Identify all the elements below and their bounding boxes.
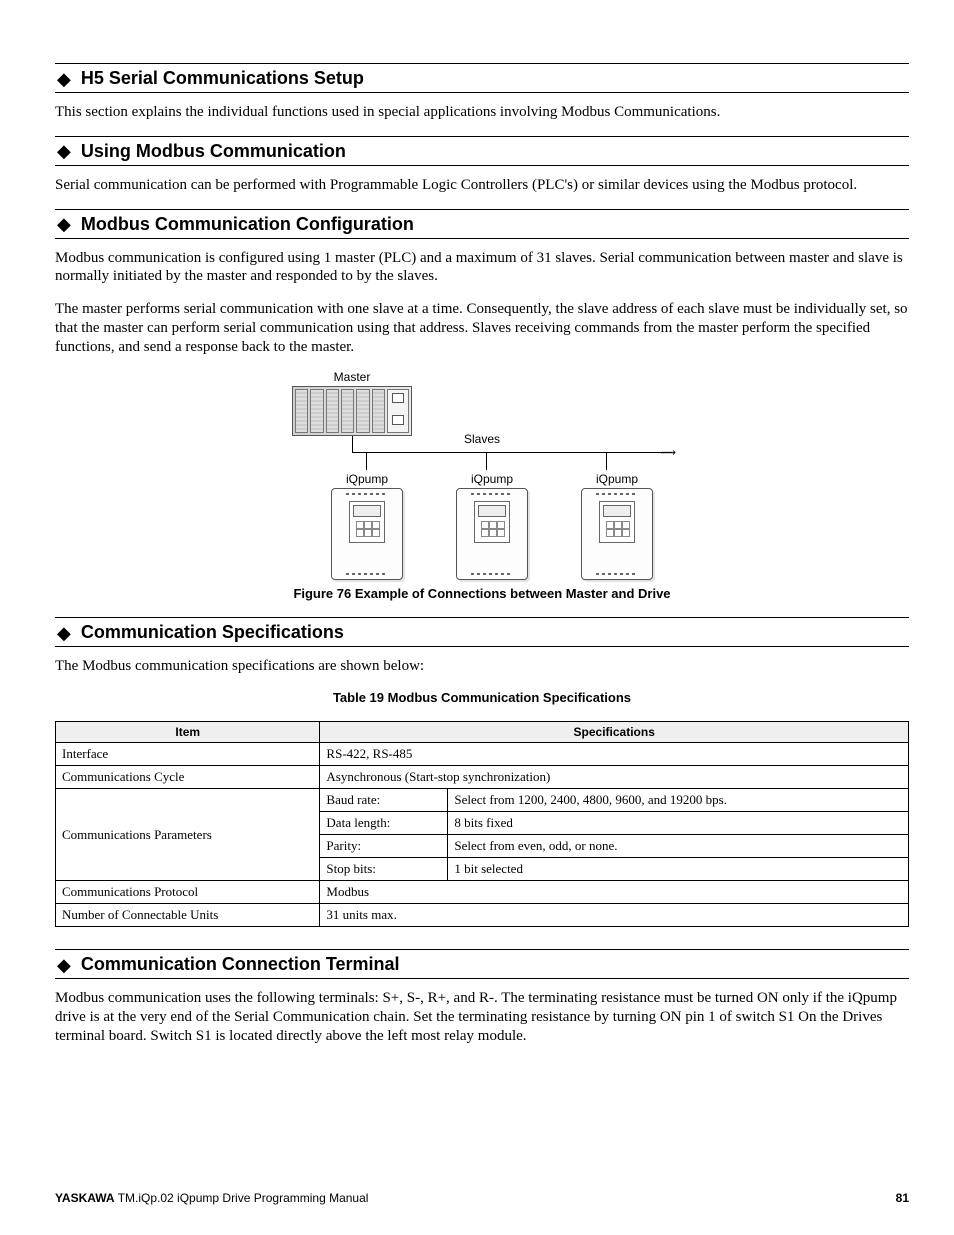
cell-spec: RS-422, RS-485: [320, 743, 909, 766]
col-spec: Specifications: [320, 722, 909, 743]
diamond-icon: ◆: [57, 624, 71, 642]
section-heading: ◆ H5 Serial Communications Setup: [55, 66, 909, 93]
cell-param-val: Select from even, odd, or none.: [448, 835, 909, 858]
master-row: Master: [292, 370, 672, 436]
slave-label: iQpump: [447, 472, 537, 486]
table-header-row: Item Specifications: [56, 722, 909, 743]
diamond-icon: ◆: [57, 215, 71, 233]
table-row: Interface RS-422, RS-485: [56, 743, 909, 766]
drive-icon: [581, 488, 653, 580]
figure-caption: Figure 76 Example of Connections between…: [55, 586, 909, 601]
section-title: H5 Serial Communications Setup: [81, 68, 364, 89]
section-title: Using Modbus Communication: [81, 141, 346, 162]
section-using-modbus: ◆ Using Modbus Communication Serial comm…: [55, 136, 909, 195]
diamond-icon: ◆: [57, 70, 71, 88]
cell-param-val: Select from 1200, 2400, 4800, 9600, and …: [448, 789, 909, 812]
paragraph: Modbus communication uses the following …: [55, 989, 909, 1045]
cell-item: Number of Connectable Units: [56, 904, 320, 927]
section-heading: ◆ Using Modbus Communication: [55, 139, 909, 166]
drive-icon: [456, 488, 528, 580]
section-title: Communication Specifications: [81, 622, 344, 643]
table-row: Communications Parameters Baud rate: Sel…: [56, 789, 909, 812]
diamond-icon: ◆: [57, 142, 71, 160]
section-title: Modbus Communication Configuration: [81, 214, 414, 235]
section-comm-terminal: ◆ Communication Connection Terminal Modb…: [55, 949, 909, 1045]
section-rule: [55, 949, 909, 950]
cell-param-key: Parity:: [320, 835, 448, 858]
page-footer: YASKAWA TM.iQp.02 iQpump Drive Programmi…: [55, 1191, 909, 1205]
section-heading: ◆ Modbus Communication Configuration: [55, 212, 909, 239]
footer-left: YASKAWA TM.iQp.02 iQpump Drive Programmi…: [55, 1191, 368, 1205]
footer-brand: YASKAWA: [55, 1191, 115, 1205]
bus-continuation-icon: ⟿: [660, 446, 676, 459]
paragraph: The Modbus communication specifications …: [55, 657, 909, 676]
section-heading: ◆ Communication Connection Terminal: [55, 952, 909, 979]
slave-label: iQpump: [572, 472, 662, 486]
slave-unit: iQpump: [447, 472, 537, 580]
slave-unit: iQpump: [572, 472, 662, 580]
cell-spec: Asynchronous (Start-stop synchronization…: [320, 766, 909, 789]
cell-spec: Modbus: [320, 881, 909, 904]
cell-param-val: 1 bit selected: [448, 858, 909, 881]
plc-master-icon: [292, 386, 412, 436]
paragraph: Serial communication can be performed wi…: [55, 176, 909, 195]
section-h5-serial-setup: ◆ H5 Serial Communications Setup This se…: [55, 63, 909, 122]
cell-param-key: Data length:: [320, 812, 448, 835]
section-modbus-config: ◆ Modbus Communication Configuration Mod…: [55, 209, 909, 602]
table-caption: Table 19 Modbus Communication Specificat…: [55, 690, 909, 705]
section-rule: [55, 209, 909, 210]
slaves-label: Slaves: [292, 432, 672, 446]
paragraph: The master performs serial communication…: [55, 300, 909, 356]
cell-item: Communications Parameters: [56, 789, 320, 881]
bus-line: Slaves ⟿: [292, 436, 672, 472]
section-heading: ◆ Communication Specifications: [55, 620, 909, 647]
section-rule: [55, 136, 909, 137]
section-rule: [55, 617, 909, 618]
page: ◆ H5 Serial Communications Setup This se…: [0, 0, 954, 1235]
cell-param-key: Stop bits:: [320, 858, 448, 881]
section-rule: [55, 63, 909, 64]
cell-item: Communications Cycle: [56, 766, 320, 789]
section-title: Communication Connection Terminal: [81, 954, 400, 975]
table-row: Number of Connectable Units 31 units max…: [56, 904, 909, 927]
master-label: Master: [292, 370, 412, 384]
cell-item: Interface: [56, 743, 320, 766]
spec-table: Item Specifications Interface RS-422, RS…: [55, 721, 909, 927]
slaves-row: iQpump iQpump iQpump: [292, 472, 672, 580]
paragraph: Modbus communication is configured using…: [55, 249, 909, 287]
col-item: Item: [56, 722, 320, 743]
slave-unit: iQpump: [322, 472, 412, 580]
section-comm-specs: ◆ Communication Specifications The Modbu…: [55, 617, 909, 927]
cell-item: Communications Protocol: [56, 881, 320, 904]
footer-doc: TM.iQp.02 iQpump Drive Programming Manua…: [115, 1191, 369, 1205]
paragraph: This section explains the individual fun…: [55, 103, 909, 122]
footer-page-number: 81: [896, 1191, 909, 1205]
cell-param-val: 8 bits fixed: [448, 812, 909, 835]
cell-spec: 31 units max.: [320, 904, 909, 927]
drive-icon: [331, 488, 403, 580]
master-slave-diagram: Master Slaves ⟿ iQpump: [292, 370, 672, 580]
diamond-icon: ◆: [57, 956, 71, 974]
cell-param-key: Baud rate:: [320, 789, 448, 812]
slave-label: iQpump: [322, 472, 412, 486]
table-row: Communications Cycle Asynchronous (Start…: [56, 766, 909, 789]
table-row: Communications Protocol Modbus: [56, 881, 909, 904]
